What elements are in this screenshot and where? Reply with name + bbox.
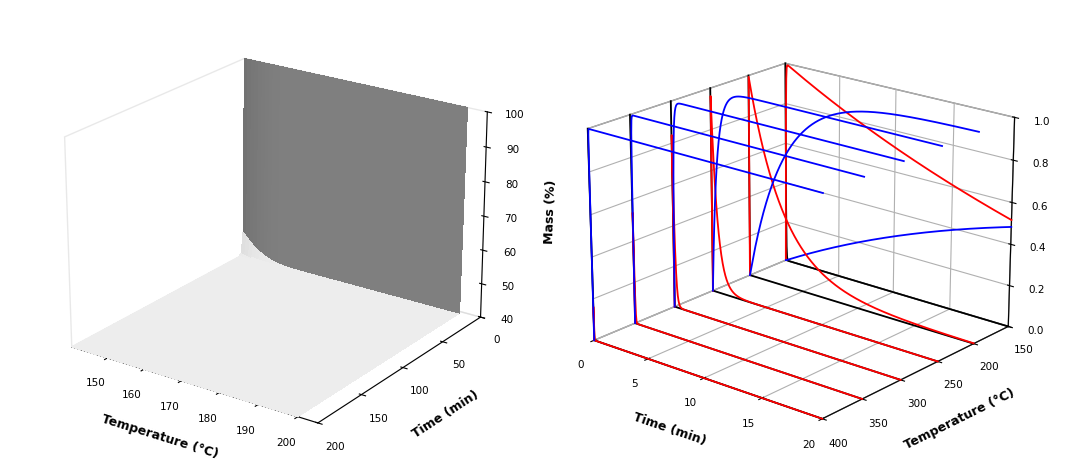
- Y-axis label: Time (min): Time (min): [409, 388, 481, 441]
- Y-axis label: Temperature (°C): Temperature (°C): [902, 386, 1017, 452]
- X-axis label: Time (min): Time (min): [632, 411, 708, 448]
- X-axis label: Temperature (°C): Temperature (°C): [100, 413, 220, 461]
